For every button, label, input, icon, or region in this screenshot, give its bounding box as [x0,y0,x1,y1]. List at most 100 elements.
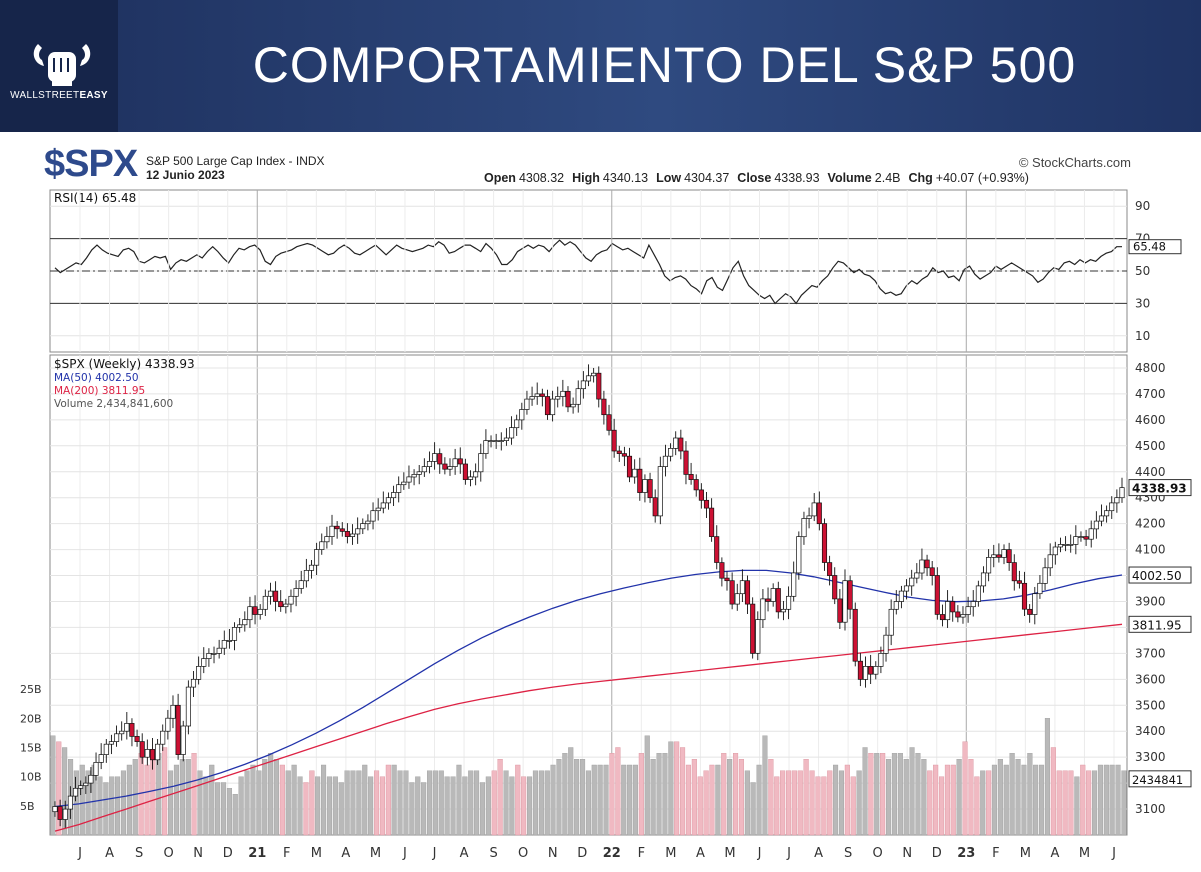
volume-bar [527,776,533,836]
candle-body [1057,544,1063,548]
volume-bar [1027,753,1033,836]
candle-body [344,531,350,537]
volume-bar [1033,764,1039,836]
volume-bar [1080,764,1086,836]
candle-body [765,598,771,602]
rsi-panel: 10 30 50 70 90 RSI(14) 65.48 65.48 [49,189,1182,353]
candle-body [1109,502,1115,512]
rsi-tick-label: 70 [1135,232,1150,246]
volume-bar [874,753,880,836]
candle-body [842,580,848,623]
volume-bar [1091,770,1098,836]
volume-bar [933,764,939,836]
price-tick-label: 4000 [1135,569,1166,583]
candle-body [319,541,325,550]
candle-body [1001,549,1007,558]
candle-body [514,419,520,429]
candle-body [503,437,509,441]
x-tick-label: A [814,846,823,861]
candle-body [237,624,243,628]
candle-body [616,450,622,454]
candle-body [365,520,371,525]
candle-body [293,588,299,597]
candle-body [662,455,668,467]
candle-body [98,754,104,763]
candle-body [298,580,304,589]
candle-body [185,686,191,727]
candle-body [975,585,981,602]
candle-body [647,479,653,499]
volume-bar [232,794,238,836]
volume-bar [226,788,233,836]
volume-bar [968,759,974,836]
candle-body [1052,546,1058,556]
ohlc-value: 4340.13 [602,171,649,185]
volume-bar [838,770,844,836]
volume-bar [703,770,709,836]
price-frame [49,354,1128,836]
candle-body [252,606,258,615]
candle-body [401,481,407,486]
candle-body [919,559,925,574]
candle-body [750,603,756,654]
candle-body [934,575,940,615]
volume-bar [809,770,815,836]
volume-bar [409,782,415,836]
logo-panel: WALLSTREETEASY [0,0,118,132]
x-tick-label: D [577,846,587,861]
candle-body [108,741,114,745]
candle-body [231,627,238,641]
volume-bar [915,753,921,836]
volume-bar [1021,764,1027,836]
volume-bar [750,782,756,836]
candle-body [1104,510,1110,517]
candle-body [621,453,627,457]
volume-bar [326,776,333,836]
volume-bar [162,747,168,836]
volume-bar [138,753,144,836]
volume-bar [156,753,162,836]
candle-body [134,736,140,742]
candle-body [1042,567,1048,584]
candle-body [303,570,309,582]
ohlc-value: 4304.37 [684,171,730,185]
candle-body [1063,544,1069,546]
volume-bar [250,764,256,836]
volume-bar [1074,776,1080,836]
volume-bar [909,747,915,836]
candle-body [83,782,89,787]
ohlc-value: +40.07 (+0.93%) [935,171,1029,185]
volume-bar [321,764,327,836]
ohlc-value: 2.4B [874,171,901,185]
volume-bar [738,759,744,836]
ohlc-value: 4308.32 [518,171,565,185]
volume-bar [980,770,986,836]
candle-body [483,440,489,454]
candle-body [565,390,571,408]
x-tick-label: A [696,846,705,861]
candle-body [190,678,197,688]
volume-bar [132,759,138,836]
candle-body [806,515,812,519]
candle-body [611,429,617,452]
ticker-symbol: $SPX [44,143,138,185]
stockcharts-credit: © StockCharts.com [1018,155,1131,170]
volume-bar [150,759,156,836]
candle-body [262,595,268,610]
candle-body [1093,520,1099,530]
bull-fist-logo-icon [33,44,91,86]
candle-body [396,484,402,493]
price-tick-label: 4400 [1135,465,1166,479]
volume-bar [50,735,56,836]
volume-bar [986,770,992,836]
candle-body [626,455,633,478]
volume-bar [468,770,474,836]
volume-bar [939,776,945,836]
x-tick-label: F [992,846,999,861]
candle-body [432,453,438,462]
volume-bar [544,770,550,836]
x-tick-label: J [786,846,791,861]
volume-bar [485,776,491,836]
candle-body [221,640,227,649]
volume-bar [538,770,544,836]
